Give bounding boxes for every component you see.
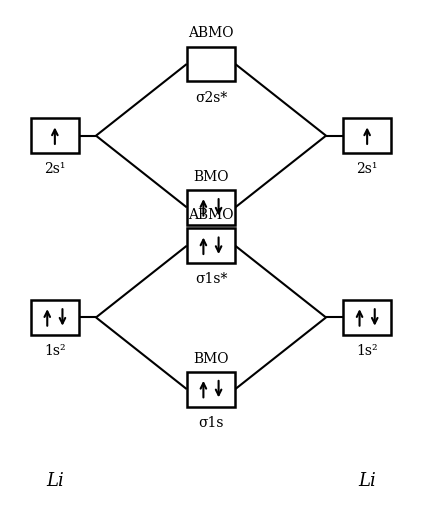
Text: σ1s*: σ1s* — [195, 272, 227, 286]
Text: 2s¹: 2s¹ — [44, 162, 65, 176]
Text: BMO: BMO — [193, 352, 229, 366]
Text: 2s¹: 2s¹ — [357, 162, 378, 176]
Bar — [31, 300, 79, 335]
Bar — [187, 47, 235, 81]
Bar — [187, 228, 235, 263]
Text: 1s²: 1s² — [356, 344, 378, 358]
Text: BMO: BMO — [193, 170, 229, 184]
Bar — [31, 118, 79, 153]
Bar — [187, 372, 235, 407]
Bar — [187, 190, 235, 225]
Text: 1s²: 1s² — [44, 344, 66, 358]
Bar — [343, 118, 392, 153]
Text: σ2s*: σ2s* — [195, 91, 227, 104]
Text: ABMO: ABMO — [188, 27, 234, 40]
Text: σ1s: σ1s — [198, 416, 224, 430]
Text: Li: Li — [358, 472, 376, 490]
Text: σ2s: σ2s — [198, 234, 224, 248]
Bar — [343, 300, 392, 335]
Text: Li: Li — [46, 472, 64, 490]
Text: ABMO: ABMO — [188, 208, 234, 222]
